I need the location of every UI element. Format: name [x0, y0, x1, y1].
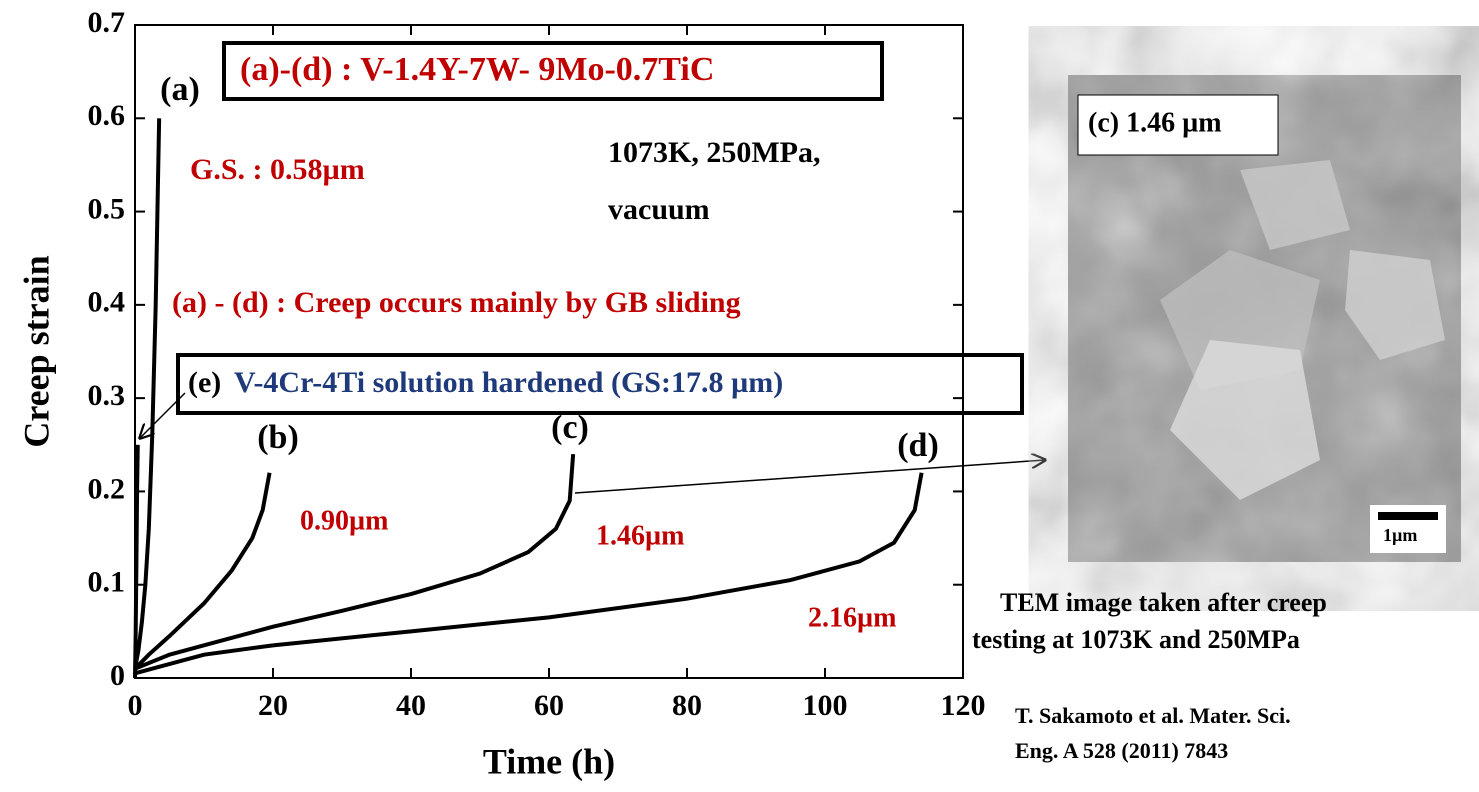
plot-frame — [135, 25, 963, 678]
annotation: (a)-(d) : V-1.4Y-7W- 9Mo-0.7TiC — [240, 51, 714, 88]
annotation: (a) - (d) : Creep occurs mainly by GB sl… — [172, 286, 741, 319]
annotation: T. Sakamoto et al. Mater. Sci. — [1015, 703, 1291, 728]
annotation: V-4Cr-4Ti solution hardened (GS:17.8 µm) — [234, 366, 783, 399]
x-tick-label: 120 — [941, 689, 986, 722]
annotation: 2.16µm — [808, 602, 896, 633]
y-tick-label: 0 — [110, 659, 125, 692]
x-tick-label: 40 — [396, 689, 426, 722]
y-tick-label: 0.2 — [88, 472, 126, 505]
annotation: vacuum — [608, 193, 710, 226]
y-tick-label: 0.1 — [88, 566, 126, 599]
x-tick-label: 0 — [128, 689, 143, 722]
x-tick-label: 60 — [534, 689, 564, 722]
arrow — [575, 460, 1045, 493]
annotation: (c) 1.46 µm — [1088, 107, 1222, 138]
y-tick-label: 0.3 — [88, 379, 126, 412]
series-label: (c) — [551, 409, 589, 446]
annotation: 1.46µm — [596, 520, 684, 551]
series-label: (d) — [897, 427, 939, 464]
line-series — [135, 445, 138, 678]
x-tick-label: 100 — [803, 689, 848, 722]
y-tick-label: 0.6 — [88, 99, 126, 132]
tem-image — [1068, 75, 1461, 562]
y-tick-label: 0.5 — [88, 192, 126, 225]
y-tick-label: 0.7 — [88, 6, 126, 39]
chart: 0 20 40 60 80 100 120 0 0.1 0.2 0.3 0.4 0.5 0.6 0.7 Tim… — [0, 0, 1479, 792]
series-label: (a) — [160, 71, 200, 108]
annotation: 0.90µm — [300, 505, 388, 536]
x-axis-label: Time (h) — [483, 741, 615, 781]
y-axis-label: Creep strain — [16, 255, 56, 447]
arrow — [140, 393, 185, 438]
y-tick-label: 0.4 — [88, 286, 126, 319]
annotation: 1µm — [1383, 525, 1417, 545]
annotation: 1073K, 250MPa, — [608, 136, 820, 169]
annotation: testing at 1073K and 250MPa — [972, 625, 1300, 654]
line-series — [135, 118, 159, 668]
line-series — [135, 473, 270, 669]
annotation: G.S. : 0.58µm — [190, 153, 365, 186]
series-label: (b) — [257, 419, 299, 456]
x-tick-label: 20 — [258, 689, 288, 722]
x-tick-label: 80 — [672, 689, 702, 722]
annotation: TEM image taken after creep — [1000, 588, 1327, 617]
line-series — [135, 473, 922, 674]
annotation: Eng. A 528 (2011) 7843 — [1015, 738, 1228, 763]
annotation: (e) — [188, 366, 221, 399]
